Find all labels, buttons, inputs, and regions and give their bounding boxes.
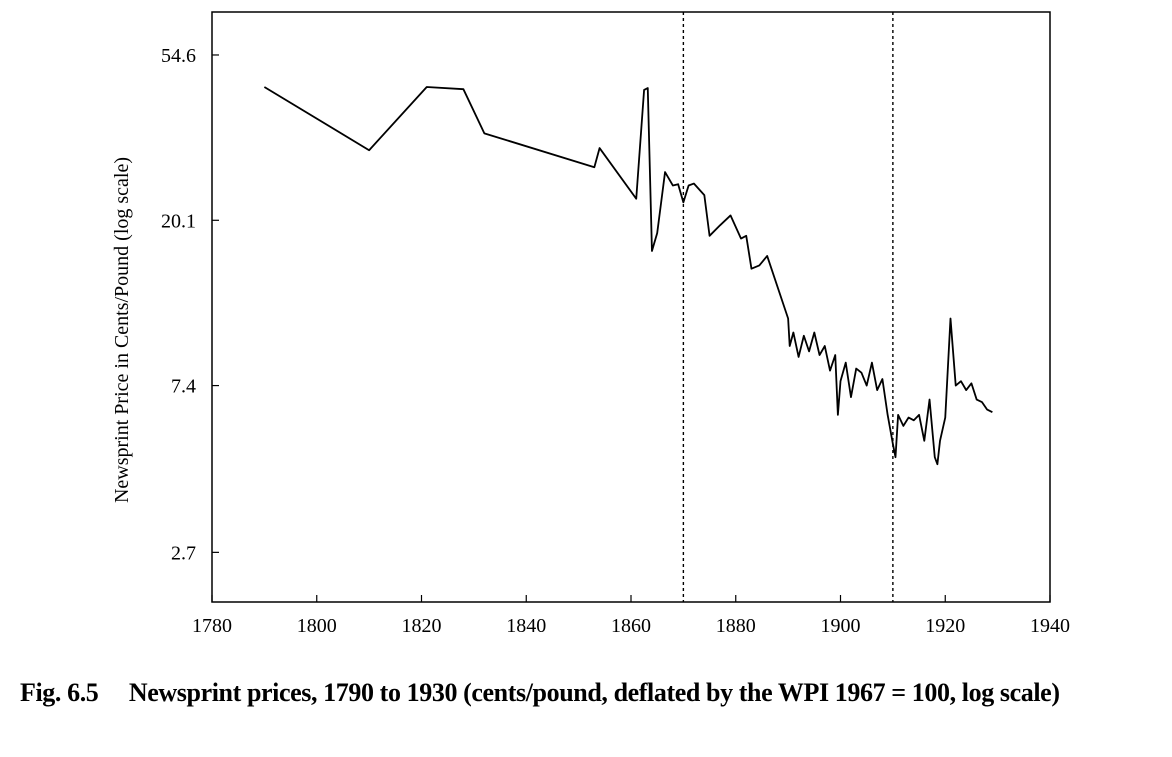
- x-tick-label: 1940: [1030, 615, 1070, 637]
- x-tick-label: 1900: [821, 615, 861, 637]
- x-tick-label: 1780: [192, 615, 232, 637]
- x-tick-label: 1840: [506, 615, 546, 637]
- x-tick-label: 1800: [297, 615, 337, 637]
- y-tick-label: 2.7: [171, 542, 196, 564]
- chart: Newsprint Price in Cents/Pound (log scal…: [111, 11, 1070, 637]
- x-tick-label: 1860: [611, 615, 651, 637]
- y-axis-label: Newsprint Price in Cents/Pound (log scal…: [111, 157, 133, 503]
- x-tick-label: 1880: [716, 615, 756, 637]
- caption: Fig. 6.5 Newsprint prices, 1790 to 1930 …: [20, 678, 1060, 707]
- x-tick-label: 1820: [402, 615, 442, 637]
- data-line: [263, 86, 993, 466]
- y-tick-label: 54.6: [161, 45, 196, 67]
- y-tick-label: 20.1: [161, 210, 196, 232]
- plot-frame: [211, 11, 1051, 603]
- x-tick-label: 1920: [925, 615, 965, 637]
- y-tick-label: 7.4: [171, 376, 196, 398]
